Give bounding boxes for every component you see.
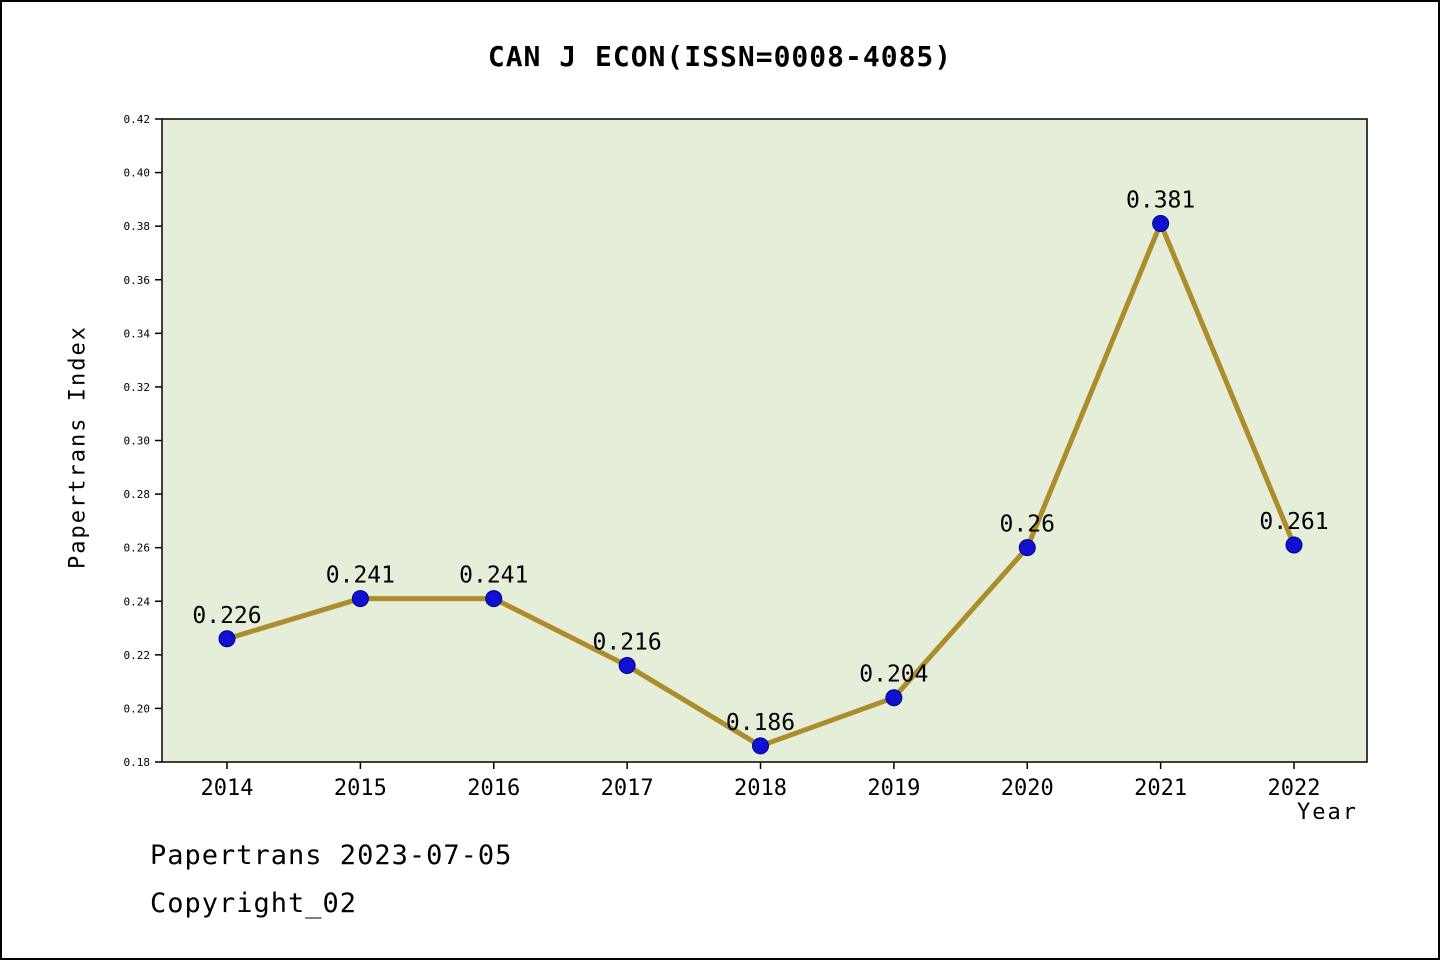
data-point-marker (618, 657, 636, 675)
data-point-label: 0.26 (1000, 512, 1055, 538)
y-tick-label: 0.32 (124, 381, 151, 394)
y-tick-label: 0.20 (124, 702, 151, 715)
x-tick-label: 2022 (1268, 776, 1321, 801)
y-tick-label: 0.34 (124, 327, 151, 340)
plot-area (161, 118, 1368, 763)
chart-title: CAN J ECON(ISSN=0008-4085) (487, 40, 953, 73)
y-tick-label: 0.36 (124, 274, 151, 287)
x-tick-label: 2017 (601, 776, 654, 801)
footer-source-date: Papertrans 2023-07-05 (150, 840, 513, 871)
x-tick-label: 2014 (201, 776, 254, 801)
x-tick-label: 2019 (867, 776, 920, 801)
data-point-marker (1285, 536, 1303, 554)
x-tick-label: 2020 (1001, 776, 1054, 801)
data-point-marker (218, 630, 236, 648)
data-point-marker (1152, 214, 1170, 232)
y-tick-label: 0.26 (124, 542, 151, 555)
x-axis-title: Year (1297, 800, 1358, 825)
data-point-marker (485, 590, 503, 608)
y-tick-label: 0.18 (124, 756, 151, 769)
y-tick-label: 0.38 (124, 220, 151, 233)
data-point-label: 0.216 (593, 630, 662, 656)
x-tick-label: 2018 (734, 776, 787, 801)
data-point-marker (1018, 539, 1036, 557)
data-point-label: 0.186 (726, 710, 795, 736)
data-point-label: 0.381 (1126, 187, 1195, 213)
data-point-label: 0.204 (859, 662, 928, 688)
y-tick-label: 0.22 (124, 649, 151, 662)
data-point-label: 0.241 (326, 563, 395, 589)
x-tick-label: 2016 (467, 776, 520, 801)
y-tick-label: 0.28 (124, 488, 151, 501)
y-tick-label: 0.24 (124, 595, 151, 608)
data-point-marker (351, 590, 369, 608)
y-tick-label: 0.42 (124, 113, 151, 126)
data-point-label: 0.261 (1259, 509, 1328, 535)
data-point-label: 0.226 (192, 603, 261, 629)
y-tick-label: 0.30 (124, 435, 151, 448)
data-point-label: 0.241 (459, 563, 528, 589)
x-tick-label: 2021 (1134, 776, 1187, 801)
y-tick-label: 0.40 (124, 167, 151, 180)
data-point-marker (752, 737, 769, 755)
data-point-marker (885, 689, 903, 707)
footer-copyright: Copyright_02 (150, 888, 358, 919)
x-tick-label: 2015 (334, 776, 387, 801)
